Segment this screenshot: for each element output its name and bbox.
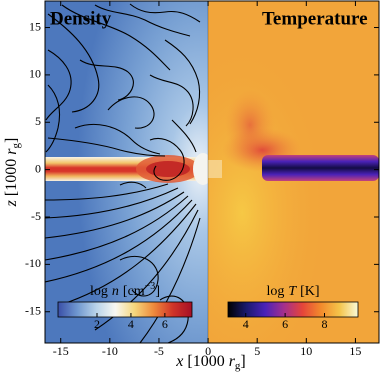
x-tick-label: 5 <box>254 344 260 358</box>
x-tick-label: 10 <box>300 344 312 358</box>
colorbar <box>57 301 193 318</box>
colorbar-label-log: log <box>266 284 284 299</box>
x-tick-label: -10 <box>102 344 118 358</box>
x-axis-unit: [1000 <box>187 353 224 370</box>
x-tick-label: 15 <box>349 344 361 358</box>
streamlines <box>45 3 201 343</box>
y-tick-label: 15 <box>29 19 41 33</box>
colorbar-label-close: ] <box>155 284 160 299</box>
y-axis-unit-var: r <box>3 148 20 155</box>
density-field <box>45 1 208 343</box>
colorbar-label-unit: [K] <box>300 284 319 299</box>
colorbar-tick-label: 6 <box>162 317 168 331</box>
x-tick-label: 0 <box>205 344 211 358</box>
x-axis-unit-sub: g <box>235 360 241 372</box>
panel-title: Temperature <box>262 8 368 29</box>
x-axis-unit-var: r <box>229 353 236 370</box>
colorbar-label: log T [K] <box>266 284 319 299</box>
x-axis-label: x [1000 rg] <box>175 353 246 372</box>
y-axis-var: z <box>3 199 20 207</box>
colorbar-tick-label: 8 <box>322 317 328 331</box>
y-axis-unit: [1000 <box>3 159 20 196</box>
colorbar-label: log n [cm−3] <box>90 281 160 299</box>
y-tick-label: 10 <box>29 67 41 81</box>
colorbar-tick-label: 4 <box>243 317 249 331</box>
colorbar-label-var: T <box>288 284 297 299</box>
y-tick-label: -5 <box>31 209 41 223</box>
y-axis-label: z [1000 rg] <box>3 138 22 208</box>
x-tick-label: -5 <box>154 344 164 358</box>
temperature-field <box>208 1 379 343</box>
colorbar-label-log: log <box>90 284 108 299</box>
plot-frame <box>44 0 380 344</box>
colorbar <box>227 301 359 318</box>
x-axis-var: x <box>175 353 183 370</box>
colorbar-label-var: n <box>112 284 119 299</box>
panel-title: Density <box>50 8 112 29</box>
y-tick-label: 0 <box>35 161 41 175</box>
colorbar-tick-label: 6 <box>282 317 288 331</box>
y-axis-unit-close: ] <box>3 138 20 143</box>
y-tick-label: -15 <box>25 303 41 317</box>
colorbar-label-unit: [cm <box>123 284 145 299</box>
colorbar-tick-label: 4 <box>128 317 134 331</box>
x-axis-unit-close: ] <box>240 353 245 370</box>
colorbar-tick-label: 2 <box>94 317 100 331</box>
y-tick-label: -10 <box>25 256 41 270</box>
y-tick-label: 5 <box>35 114 41 128</box>
y-axis-unit-sub: g <box>10 143 22 149</box>
x-tick-label: -15 <box>53 344 69 358</box>
colorbar-label-exp: −3 <box>145 281 156 292</box>
